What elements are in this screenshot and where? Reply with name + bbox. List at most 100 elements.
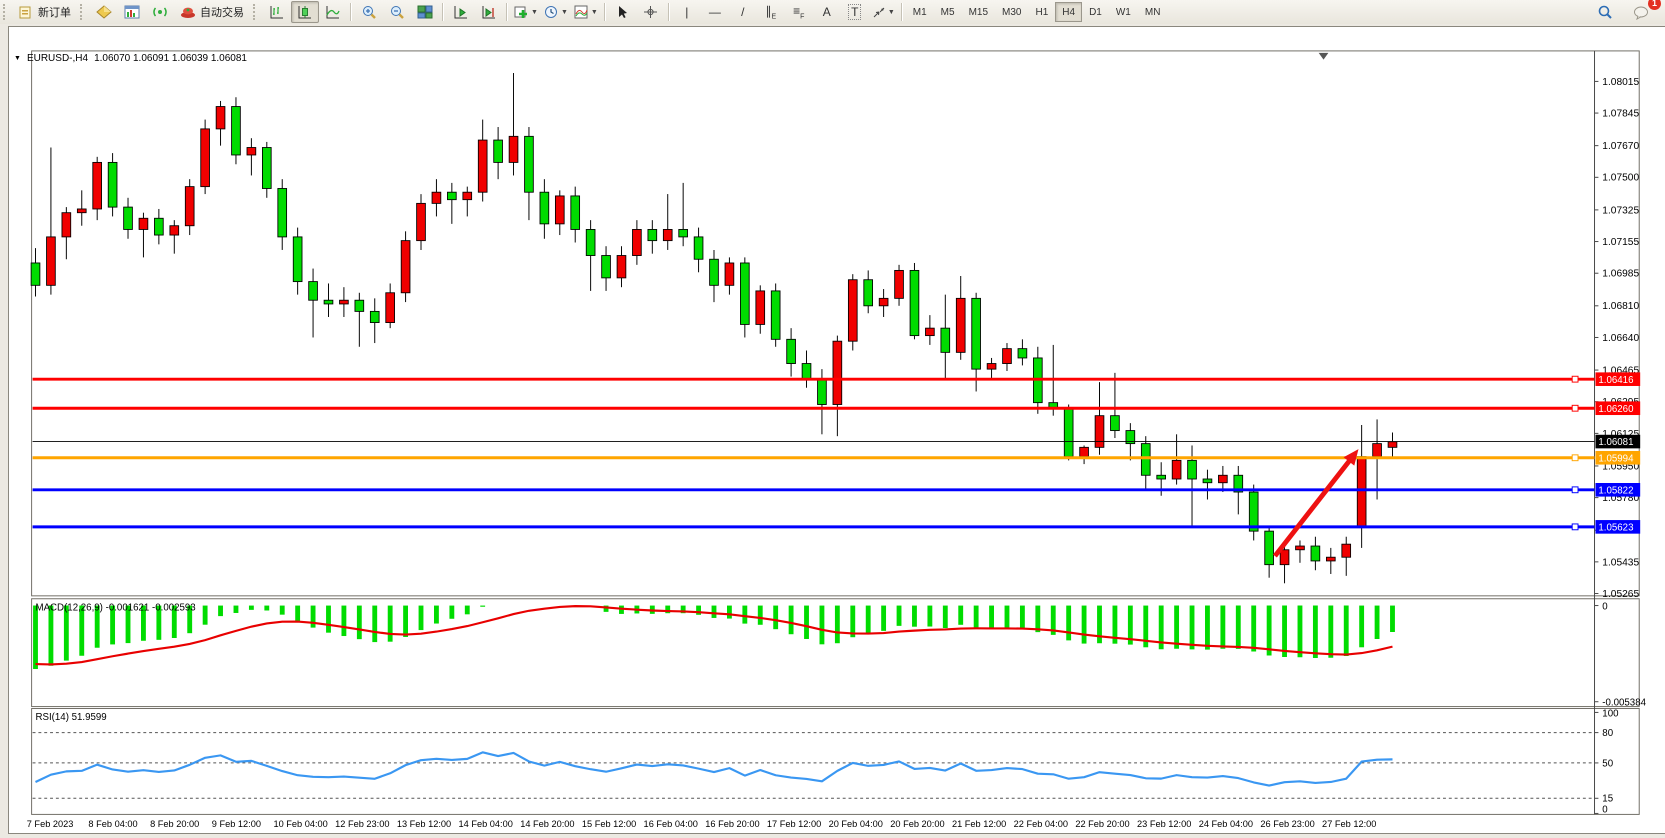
chart-ohlc-values: 1.06070 1.06091 1.06039 1.06081 xyxy=(94,53,247,64)
rsi-axis-label: 80 xyxy=(1602,728,1613,739)
chart-symbol-period: EURUSD-,H4 xyxy=(26,53,89,64)
timeframe-m15[interactable]: M15 xyxy=(968,6,989,18)
candlestick-chart-type-button[interactable] xyxy=(291,1,319,23)
new-order-button[interactable]: 新订单 xyxy=(13,1,77,23)
bull-candle xyxy=(1079,446,1089,458)
zoom-in-button[interactable] xyxy=(355,1,383,23)
chart-dropdown-icon[interactable]: ▼ xyxy=(14,55,21,62)
timeframe-m30[interactable]: M30 xyxy=(1002,6,1022,18)
timeframe-switcher: M1 M5 M15 M30 H1 H4 D1 W1 MN xyxy=(906,2,1168,22)
signals-button[interactable] xyxy=(146,1,174,23)
bear-candle xyxy=(1110,415,1120,432)
indicators-button[interactable]: ▼ xyxy=(511,1,541,23)
bear-candle xyxy=(524,135,534,193)
candlestick-icon xyxy=(298,6,311,19)
bull-candle xyxy=(46,236,56,286)
line-handle xyxy=(1571,375,1579,383)
rsi-axis-label: 100 xyxy=(1602,708,1619,719)
vertical-line-tool-button[interactable]: | xyxy=(673,1,701,23)
line-handle xyxy=(1571,404,1579,412)
price-tick-label: 1.05435 xyxy=(1602,557,1639,568)
auto-trading-button[interactable]: 自动交易 xyxy=(174,1,250,23)
line-chart-type-button[interactable] xyxy=(319,1,347,23)
crosshair-tool-button[interactable] xyxy=(637,1,665,23)
timeframe-mn[interactable]: MN xyxy=(1144,6,1161,18)
tile-windows-button[interactable] xyxy=(411,1,439,23)
bull-candle xyxy=(462,191,473,201)
zoom-out-button[interactable] xyxy=(383,1,411,23)
new-order-label: 新订单 xyxy=(38,7,71,19)
trendline-tool-button[interactable]: / xyxy=(729,1,757,23)
bull-candle xyxy=(431,191,442,204)
time-tick-label: 7 Feb 2023 xyxy=(27,819,74,829)
time-tick-label: 22 Feb 20:00 xyxy=(1075,819,1129,829)
chat-bubble-icon xyxy=(1633,6,1648,20)
notifications-button[interactable]: 1 xyxy=(1627,0,1661,23)
bear-candle xyxy=(863,279,874,307)
time-tick-label: 8 Feb 04:00 xyxy=(88,819,137,829)
add-indicator-icon xyxy=(514,6,527,18)
chart-shift-button[interactable] xyxy=(475,1,503,23)
timeframe-m5[interactable]: M5 xyxy=(940,6,955,18)
bull-candle xyxy=(169,225,180,236)
timeframe-d1[interactable]: D1 xyxy=(1089,6,1102,18)
chart-title: ▼ EURUSD-,H4 1.06070 1.06091 1.06039 1.0… xyxy=(14,53,247,64)
text-tool-button[interactable]: A xyxy=(813,1,841,23)
time-tick-label: 12 Feb 23:00 xyxy=(335,819,389,829)
bear-candle xyxy=(493,139,503,163)
bull-candle xyxy=(339,299,349,305)
bull-candle xyxy=(1356,456,1367,528)
timeframe-m1[interactable]: M1 xyxy=(912,6,927,18)
bear-candle xyxy=(277,188,288,238)
bear-candle xyxy=(770,290,781,340)
line-handle xyxy=(1571,486,1579,494)
market-depth-button[interactable] xyxy=(90,1,118,23)
auto-scroll-button[interactable] xyxy=(447,1,475,23)
time-tick-label: 17 Feb 12:00 xyxy=(767,819,821,829)
bull-candle xyxy=(616,255,627,279)
bull-candle xyxy=(400,240,411,294)
timeframe-w1[interactable]: W1 xyxy=(1115,6,1131,18)
text-tool-icon: A xyxy=(822,5,831,19)
template-icon xyxy=(574,5,588,19)
bar-chart-type-button[interactable] xyxy=(263,1,291,23)
price-tick-label: 1.06985 xyxy=(1602,269,1639,280)
chart-window: ▼ EURUSD-,H4 1.06070 1.06091 1.06039 1.0… xyxy=(0,24,1665,838)
bear-candle xyxy=(1202,478,1213,484)
bull-candle xyxy=(847,279,858,342)
timeframe-h4[interactable]: H4 xyxy=(1055,2,1083,22)
zoom-out-icon xyxy=(391,5,404,19)
text-label-tool-button[interactable]: T xyxy=(841,1,869,23)
periods-button[interactable]: ▼ xyxy=(541,1,571,23)
bull-candle xyxy=(184,186,195,227)
time-tick-label: 13 Feb 12:00 xyxy=(397,819,451,829)
time-tick-label: 27 Feb 12:00 xyxy=(1322,819,1376,829)
time-tick-label: 22 Feb 04:00 xyxy=(1014,819,1068,829)
price-chart-canvas[interactable]: 1.08015 1.07845 1.07670 1.07500 1.07325 1.071… xyxy=(0,48,1665,838)
arrows-tool-button[interactable]: ▼ xyxy=(869,1,898,23)
zoom-in-icon xyxy=(363,5,376,19)
price-badge-label: 1.05822 xyxy=(1598,485,1633,496)
templates-button[interactable]: ▼ xyxy=(571,1,601,23)
bear-candle xyxy=(261,147,272,189)
price-tick-label: 1.08015 xyxy=(1602,77,1639,88)
toolbar-right-group: 1 xyxy=(1591,0,1665,23)
timeframe-h1[interactable]: H1 xyxy=(1035,6,1049,18)
time-tick-label: 10 Feb 04:00 xyxy=(273,819,327,829)
bull-candle xyxy=(986,363,997,370)
rsi-axis-label: 50 xyxy=(1602,758,1613,769)
cursor-tool-button[interactable] xyxy=(609,1,637,23)
horizontal-line-tool-button[interactable]: — xyxy=(701,1,729,23)
channel-tool-button[interactable]: ∥E xyxy=(757,1,785,23)
trend-arrow-annotation xyxy=(1273,449,1359,558)
time-tick-label: 23 Feb 12:00 xyxy=(1137,819,1191,829)
bear-candle xyxy=(693,236,704,260)
arrow-head xyxy=(1343,449,1359,466)
fibonacci-tool-button[interactable]: ≡F xyxy=(785,1,813,23)
bull-candle xyxy=(662,229,673,242)
price-tick-label: 1.06810 xyxy=(1602,301,1639,312)
search-button[interactable] xyxy=(1591,1,1619,23)
fibonacci-icon: ≡F xyxy=(793,3,805,21)
market-watch-button[interactable] xyxy=(118,1,146,23)
